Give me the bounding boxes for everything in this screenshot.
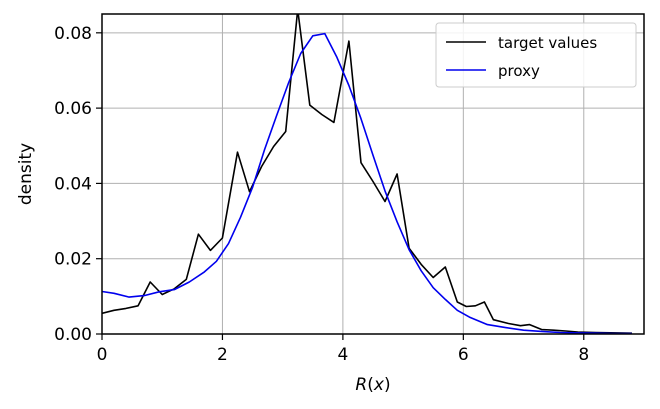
x-axis-label-paren: ( (367, 375, 374, 395)
series-line-proxy (102, 32, 632, 334)
y-tick-label: 0.02 (54, 250, 92, 270)
y-tick-label: 0.04 (54, 174, 92, 194)
y-tick-label: 0.06 (54, 99, 92, 119)
plot-frame (101, 13, 645, 335)
x-tick-label: 0 (97, 345, 108, 365)
y-tick-label: 0.08 (54, 24, 92, 44)
legend-label-target-values: target values (498, 34, 597, 52)
series-layer (102, 14, 633, 334)
x-tick-label: 6 (458, 345, 469, 365)
x-axis-label-paren-close: ) (384, 375, 391, 395)
y-axis-label: density (16, 143, 36, 205)
series-line-target-values (102, 14, 633, 334)
x-axis-label: R(x) (355, 375, 390, 395)
legend-box (435, 22, 637, 88)
y-tick-label: 0.00 (54, 325, 92, 345)
legend-label-proxy: proxy (498, 62, 540, 80)
y-axis-ticks: 0.00 0.02 0.04 0.06 0.08 (54, 24, 102, 345)
x-tick-label: 8 (578, 345, 589, 365)
x-axis-label-var: x (373, 375, 385, 395)
x-tick-label: 4 (337, 345, 348, 365)
x-axis-ticks: 0 2 4 6 8 (97, 334, 589, 365)
legend: target values proxy (435, 22, 637, 88)
x-tick-label: 2 (217, 345, 228, 365)
x-axis-label-func: R (355, 375, 367, 395)
